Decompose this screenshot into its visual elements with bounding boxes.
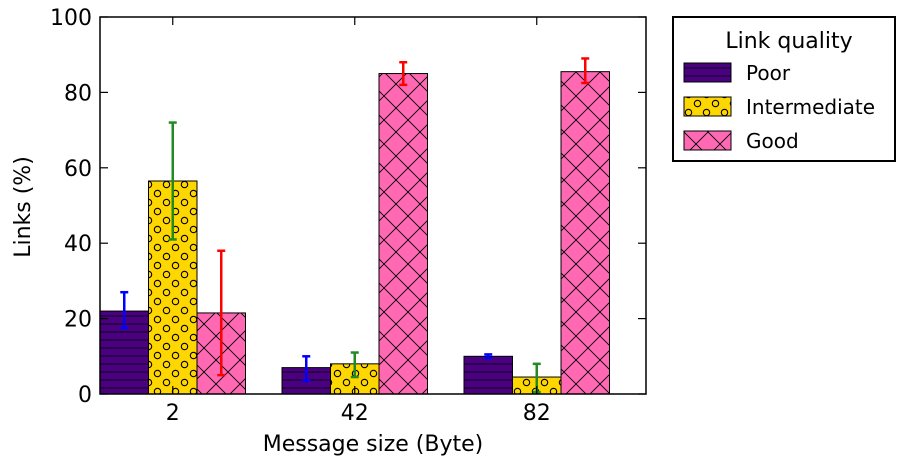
y-tick-label: 80	[64, 81, 92, 106]
y-tick-label: 60	[64, 157, 92, 182]
error-bar	[581, 57, 590, 85]
y-axis-label: Links (%)	[11, 156, 36, 258]
x-axis-label: Message size (Byte)	[263, 432, 484, 457]
error-bar	[302, 355, 311, 383]
plot-frame	[99, 16, 647, 395]
legend-label-good: Good	[746, 129, 799, 153]
error-bar	[120, 290, 129, 330]
bar-hatch	[463, 355, 513, 395]
legend-swatch-hatch	[683, 62, 732, 83]
legend-title: Link quality	[725, 29, 852, 54]
y-tick-label: 0	[78, 383, 92, 408]
x-tick-label: 42	[341, 401, 369, 426]
error-bar	[168, 121, 177, 241]
x-tick-label: 82	[523, 401, 551, 426]
plot-area: 0 20 40 60 80 100 2 42 82	[50, 6, 647, 426]
y-tick-label: 40	[64, 232, 92, 257]
legend: Link quality Poor Intermediate Good	[672, 16, 896, 162]
x-tick-label: 2	[166, 401, 180, 426]
legend-swatch-hatch	[683, 130, 732, 151]
bar-hatch	[378, 73, 428, 395]
error-bar	[399, 60, 408, 87]
legend-swatch-hatch	[683, 96, 732, 117]
y-tick-label: 20	[64, 308, 92, 333]
error-bar	[350, 351, 359, 379]
error-bar	[217, 249, 226, 377]
bar-hatch	[560, 71, 610, 395]
y-tick-label: 100	[50, 6, 92, 31]
legend-label-poor: Poor	[746, 61, 791, 85]
legend-label-intermediate: Intermediate	[746, 95, 875, 119]
error-bar	[484, 353, 493, 360]
